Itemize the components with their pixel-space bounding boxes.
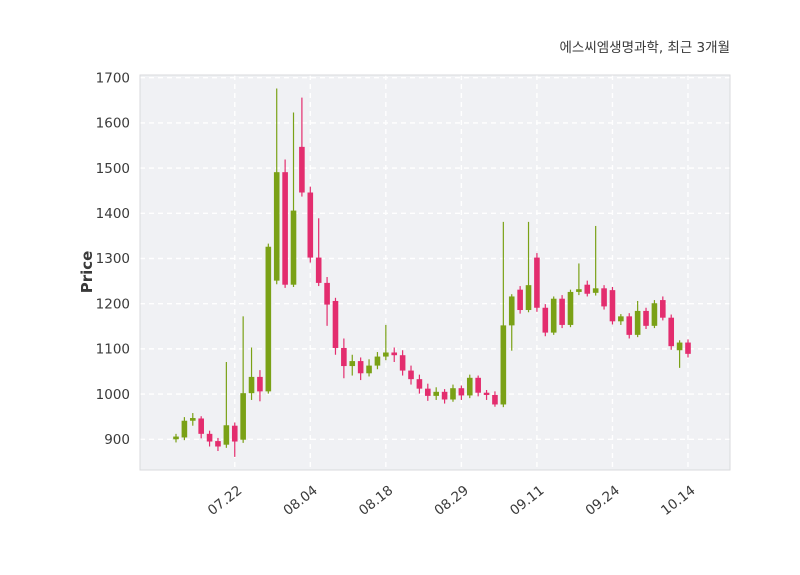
x-tick-label: 09.11 xyxy=(507,483,547,519)
y-tick-label: 1600 xyxy=(96,116,130,132)
candle-body-down xyxy=(399,355,406,371)
y-tick-label: 1500 xyxy=(96,161,130,177)
candle-body-down xyxy=(425,388,431,396)
candle-body-down xyxy=(542,307,549,333)
candle-body-up xyxy=(567,291,574,325)
candle-body-up xyxy=(550,298,557,333)
x-tick-label: 09.24 xyxy=(583,483,623,519)
candle-body-down xyxy=(584,284,591,294)
candle-body-down xyxy=(643,310,649,326)
candle-body-up xyxy=(450,388,456,400)
candle-body-down xyxy=(609,290,616,322)
candle-body-down xyxy=(198,418,204,434)
candle-body-down xyxy=(282,172,288,285)
candle-body-down xyxy=(231,425,238,442)
candle-body-down xyxy=(475,377,481,393)
candle-body-up xyxy=(223,425,230,445)
candle-body-up xyxy=(374,356,381,366)
plot-background xyxy=(140,75,730,470)
candle-body-down xyxy=(307,192,314,258)
x-tick-label: 07.22 xyxy=(205,483,245,519)
candle-body-down xyxy=(257,376,263,392)
y-tick-label: 1200 xyxy=(96,296,130,312)
plot-border xyxy=(139,74,731,471)
candle-body-up xyxy=(618,316,624,322)
candle-body-up xyxy=(349,361,356,367)
x-tick-label: 08.29 xyxy=(432,483,472,519)
candle-body-down xyxy=(517,289,523,311)
candle-body-down xyxy=(416,379,423,389)
x-tick-label: 10.14 xyxy=(658,483,698,519)
candle-body-up xyxy=(576,289,582,292)
candle-body-up xyxy=(634,310,641,335)
candle-body-up xyxy=(592,288,599,293)
candle-body-down xyxy=(324,282,330,305)
candle-body-down xyxy=(668,317,675,347)
y-tick-label: 1000 xyxy=(96,387,130,403)
candle-body-down xyxy=(492,394,498,405)
candle-body-down xyxy=(458,388,465,396)
candle-body-down xyxy=(483,392,490,395)
candle-body-up xyxy=(383,352,389,357)
y-tick-label: 1100 xyxy=(96,342,130,358)
candle-body-down xyxy=(299,146,305,193)
x-tick-label: 08.18 xyxy=(356,483,396,519)
candle-body-up xyxy=(508,296,515,326)
candle-body-down xyxy=(215,441,221,447)
candle-body-down xyxy=(206,433,213,442)
candle-body-up xyxy=(189,418,196,421)
y-tick-label: 1300 xyxy=(96,251,130,267)
y-tick-label: 1400 xyxy=(96,206,130,222)
candle-body-down xyxy=(660,300,666,318)
x-tick-label: 08.04 xyxy=(280,483,320,519)
candle-body-up xyxy=(433,391,439,396)
candle-body-down xyxy=(357,361,364,374)
candle-body-down xyxy=(408,370,414,380)
chart-title: 에스씨엠생명과학, 최근 3개월 xyxy=(559,40,730,56)
y-tick-label: 1700 xyxy=(96,70,130,86)
candle-body-down xyxy=(391,352,398,356)
y-axis-label: Price xyxy=(78,251,96,294)
candle-body-up xyxy=(265,246,272,392)
candle-body-down xyxy=(315,257,322,283)
candle-body-down xyxy=(601,288,607,307)
candle-body-up xyxy=(525,285,532,311)
candle-body-up xyxy=(181,420,188,438)
candle-body-down xyxy=(332,300,339,348)
candle-body-up xyxy=(676,342,683,351)
candle-body-down xyxy=(534,257,540,308)
y-tick-label: 900 xyxy=(104,432,130,448)
candle-body-up xyxy=(290,210,297,285)
candle-body-up xyxy=(651,303,658,326)
candle-body-up xyxy=(173,436,179,440)
candle-body-down xyxy=(341,347,347,367)
candle-body-up xyxy=(240,393,246,440)
candle-body-up xyxy=(248,376,255,394)
candle-body-up xyxy=(466,377,473,396)
candle-body-up xyxy=(273,172,280,281)
candle-body-up xyxy=(366,365,372,374)
candle-body-down xyxy=(441,391,448,400)
chart-root: 900 1000 1100 1200 1300 1400 1500 1600 1700 07.22… xyxy=(96,70,731,519)
candle-body-down xyxy=(559,298,565,325)
candle-body-down xyxy=(685,342,691,354)
candle-body-down xyxy=(626,316,633,335)
candle-body-up xyxy=(500,325,507,405)
